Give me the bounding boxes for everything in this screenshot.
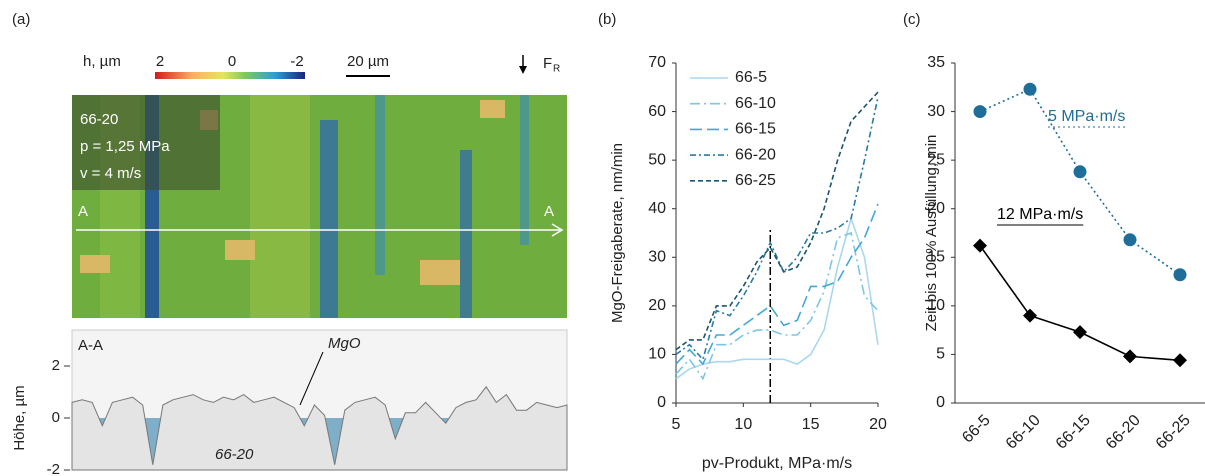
y-tick-label: 2 (52, 357, 60, 374)
y-tick-label: 10 (648, 346, 666, 363)
colorbar-tick: 0 (228, 53, 236, 70)
y-tick-label: 15 (927, 249, 945, 266)
y-axis-label: Zeit bis 100% Ausfüllung, min (923, 135, 940, 332)
y-tick-label: 20 (648, 297, 666, 314)
y-tick-label: 25 (927, 151, 945, 168)
x-tick-label: 5 (672, 416, 681, 433)
y-axis-label: MgO-Freigaberate, nm/min (609, 143, 626, 323)
profile-title: A-A (78, 337, 103, 354)
y-tick-label: 60 (648, 103, 666, 120)
colorbar-label: h, µm (83, 53, 121, 70)
colorbar-tick: -2 (290, 53, 303, 70)
inner-label: 66-20 (215, 446, 254, 463)
panel-label: (c) (903, 11, 921, 28)
marker (1073, 165, 1087, 179)
force-label: F (543, 55, 552, 72)
y-tick-label: 50 (648, 151, 666, 168)
marker (1023, 82, 1037, 96)
image-text: p = 1,25 MPa (80, 138, 170, 155)
panel-label: (b) (598, 11, 616, 28)
y-tick-label: 30 (648, 249, 666, 266)
x-tick-label: 15 (802, 416, 820, 433)
marker (1123, 349, 1137, 364)
series-label: 12 MPa·m/s (997, 206, 1083, 223)
force-subscript: R (553, 64, 560, 75)
section-mark: A (78, 203, 88, 220)
micrograph (72, 95, 567, 318)
colorbar-tick: 2 (156, 53, 164, 70)
legend-label: 66-20 (735, 146, 776, 163)
x-tick-label: 66-20 (1103, 412, 1144, 453)
series-line (675, 231, 879, 381)
legend-label: 66-10 (735, 95, 776, 112)
x-tick-label: 66-25 (1153, 412, 1194, 453)
legend-label: 66-25 (735, 172, 776, 189)
x-tick-label: 10 (734, 416, 752, 433)
marker (1023, 308, 1037, 323)
image-text: v = 4 m/s (80, 165, 141, 182)
marker (1123, 233, 1137, 247)
series-line (675, 215, 879, 380)
section-mark: A (544, 203, 554, 220)
panel-label: (a) (12, 11, 30, 28)
y-tick-label: 0 (936, 394, 945, 411)
series-line (675, 96, 879, 361)
y-tick-label: 35 (927, 54, 945, 71)
legend-label: 66-5 (735, 69, 767, 86)
colorbar (155, 72, 305, 79)
image-text: 66-20 (80, 111, 118, 128)
y-tick-label: 5 (936, 346, 945, 363)
y-tick-label: 70 (648, 54, 666, 71)
annotation-line (299, 351, 324, 406)
y-tick-label: 10 (927, 297, 945, 314)
annotation: MgO (328, 335, 361, 352)
scale-bar-label: 20 µm (347, 53, 389, 70)
series-line (675, 91, 879, 351)
series-line (979, 245, 1181, 362)
series-line (675, 203, 879, 366)
y-tick-label: 40 (648, 200, 666, 217)
x-axis-label: pv-Produkt, MPa·m/s (702, 455, 852, 472)
series-label: 5 MPa·m/s (1048, 108, 1125, 125)
y-tick-label: 30 (927, 103, 945, 120)
y-tick-label: 20 (927, 200, 945, 217)
x-tick-label: 66-10 (1003, 412, 1044, 453)
legend-label: 66-15 (735, 121, 776, 138)
y-tick-label: 0 (657, 394, 666, 411)
y-axis-label: Höhe, µm (11, 385, 28, 450)
marker (1173, 268, 1187, 282)
marker (1173, 353, 1187, 368)
x-tick-label: 66-15 (1053, 412, 1094, 453)
marker (1073, 325, 1087, 340)
force-arrow-head (519, 66, 527, 74)
y-tick-label: -2 (47, 461, 60, 476)
x-tick-label: 66-5 (959, 412, 994, 447)
profile-area (71, 385, 568, 471)
marker (973, 105, 987, 119)
marker (973, 238, 987, 253)
x-tick-label: 20 (869, 416, 887, 433)
y-tick-label: 0 (52, 409, 60, 426)
